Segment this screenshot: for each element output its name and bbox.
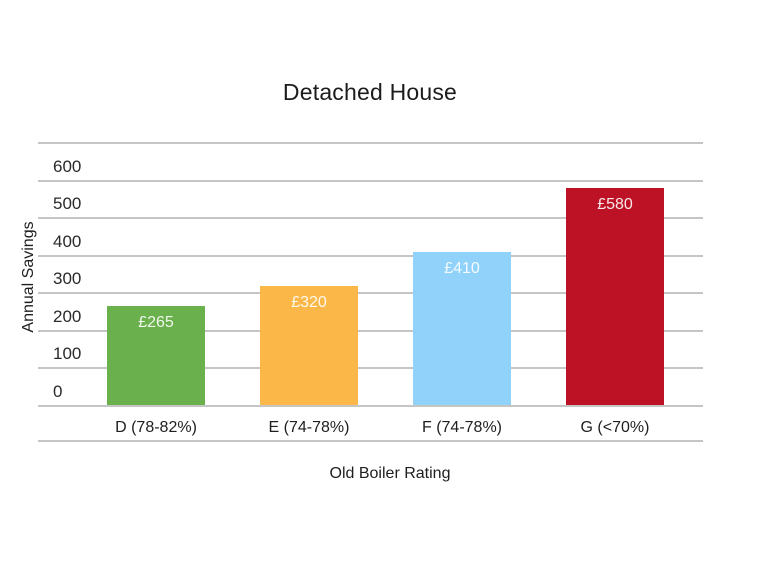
bar-value-label: £580 [597, 196, 633, 213]
gridline [38, 404, 703, 407]
y-tick-label: 200 [53, 306, 82, 326]
x-axis-title: Old Boiler Rating [329, 465, 451, 482]
gridline [38, 254, 703, 257]
x-axis-separator-line [38, 440, 703, 442]
bar [107, 306, 205, 405]
gridline [38, 179, 703, 182]
x-tick-label: D (78-82%) [115, 419, 197, 436]
bar [260, 285, 358, 405]
chart-title: Detached House [282, 79, 458, 105]
y-tick-label: 600 [53, 156, 82, 176]
x-tick-label: G (<70%) [580, 419, 650, 436]
y-tick-label: 300 [53, 269, 82, 288]
bar-value-label: £320 [291, 293, 327, 311]
y-tick-label: 500 [53, 194, 82, 213]
x-tick-label: F (74-78%) [421, 419, 503, 436]
y-axis-title: Annual Savings [20, 221, 37, 333]
gridline [38, 292, 703, 294]
bar-value-label: £410 [444, 259, 480, 277]
gridline [38, 142, 703, 144]
bar-value-label: £265 [138, 314, 174, 332]
bar [413, 251, 511, 405]
gridline [38, 217, 703, 219]
gridline [38, 367, 703, 369]
x-tick-label: E (74-78%) [268, 419, 350, 436]
y-tick-label: 0 [53, 381, 63, 401]
gridline [38, 329, 703, 332]
y-tick-label: 100 [53, 344, 82, 363]
bar [566, 188, 664, 405]
y-tick-label: 400 [53, 231, 82, 251]
